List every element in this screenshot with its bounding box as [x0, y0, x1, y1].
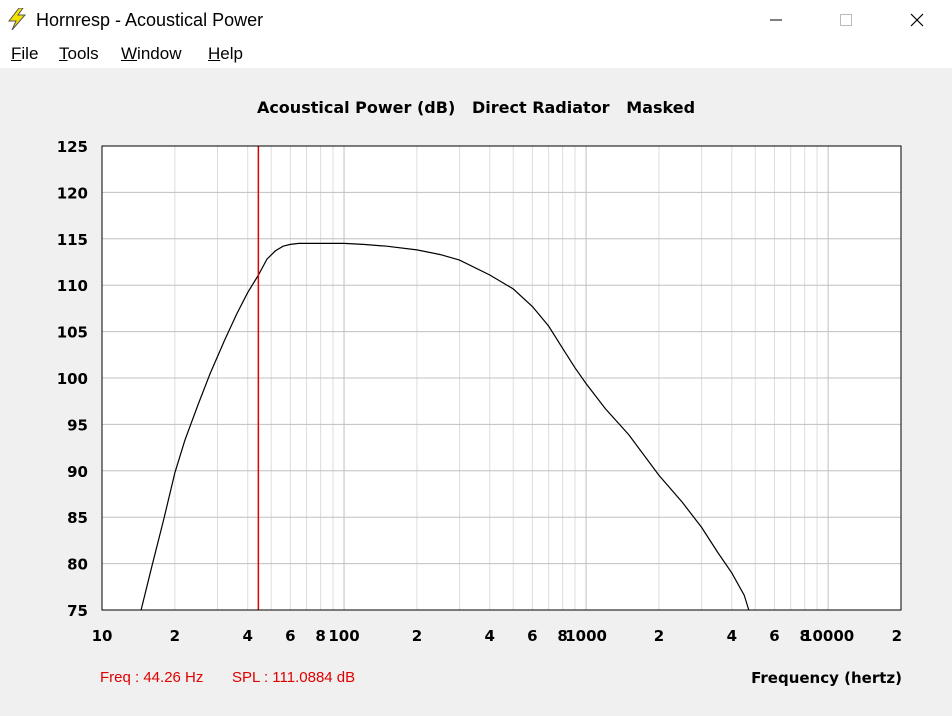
y-tick-label: 100: [57, 370, 88, 388]
x-tick-label: 2: [170, 627, 180, 645]
chart-title: Acoustical Power (dB) Direct Radiator Ma…: [256, 98, 696, 117]
x-axis-label: Frequency (hertz): [751, 669, 902, 687]
x-tick-label: 8: [557, 627, 567, 645]
y-tick-label: 105: [57, 324, 88, 342]
x-tick-label: 2: [412, 627, 422, 645]
y-tick-label: 95: [67, 416, 88, 434]
x-tick-label: 1000: [565, 627, 607, 645]
x-tick-label: 4: [727, 627, 737, 645]
y-tick-label: 120: [57, 184, 88, 202]
menu-help[interactable]: Help: [208, 44, 243, 63]
lightning-icon: [7, 7, 27, 31]
y-tick-label: 125: [57, 138, 88, 156]
x-tick-label: 10: [92, 627, 113, 645]
x-tick-label: 4: [485, 627, 495, 645]
close-icon: [910, 13, 924, 27]
y-tick-label: 90: [67, 463, 88, 481]
title-bar[interactable]: Hornresp - Acoustical Power: [0, 0, 952, 40]
close-button[interactable]: [893, 0, 939, 40]
x-tick-label: 100: [328, 627, 359, 645]
cursor-freq-readout: Freq : 44.26 Hz: [100, 669, 204, 686]
menu-window[interactable]: Window: [121, 44, 182, 63]
x-tick-label: 8: [315, 627, 325, 645]
menu-tools[interactable]: Tools: [59, 44, 99, 63]
y-tick-label: 110: [57, 277, 88, 295]
x-tick-label: 6: [527, 627, 537, 645]
plot-frame: [101, 145, 902, 611]
x-tick-label: 10000: [802, 627, 854, 645]
x-tick-label: 2: [654, 627, 664, 645]
minimize-icon: [770, 19, 782, 21]
cursor-spl-readout: SPL : 111.0884 dB: [232, 669, 356, 686]
maximize-button[interactable]: [822, 0, 868, 40]
x-tick-label: 6: [769, 627, 779, 645]
menu-file[interactable]: File: [11, 44, 39, 63]
minimize-button[interactable]: [752, 0, 798, 40]
y-tick-label: 75: [67, 602, 88, 620]
x-tick-label: 8: [799, 627, 809, 645]
y-tick-label: 80: [67, 556, 88, 574]
x-tick-label: 4: [243, 627, 253, 645]
x-tick-label: 2: [892, 627, 902, 645]
y-tick-label: 85: [67, 509, 88, 527]
acoustical-power-curve: [140, 242, 750, 611]
menu-bar: File Tools Window Help: [0, 40, 952, 68]
maximize-icon: [840, 14, 852, 26]
window-title: Hornresp - Acoustical Power: [36, 10, 264, 30]
x-tick-label: 6: [285, 627, 295, 645]
y-tick-label: 115: [57, 231, 88, 249]
